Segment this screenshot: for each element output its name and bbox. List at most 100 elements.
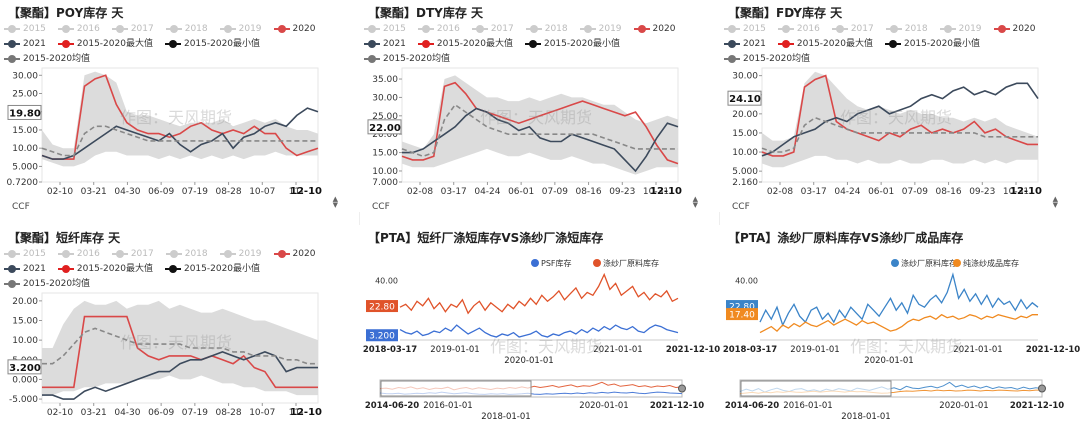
legend-item-1[interactable]: 2016 <box>57 22 100 37</box>
spinner-arrows[interactable]: ▲ ▼ <box>692 195 698 209</box>
series-line <box>41 74 319 160</box>
series-line <box>399 324 679 338</box>
watermark: 作图：天风期货 <box>480 108 593 127</box>
chart-svg: 2.1605.00010.0015.0020.0025.0030.0002-08… <box>727 67 1042 197</box>
legend-label: 2015-2020最大值 <box>76 264 153 274</box>
chart-title: 【PTA】短纤厂涤短库存VS涤纱厂涤短库存 <box>368 231 604 245</box>
legend-item-2[interactable]: 2017 <box>831 22 874 37</box>
x-end-label: 12-10 <box>1010 186 1042 197</box>
plot-area <box>41 67 319 183</box>
legend-item-2[interactable]: 2017 <box>471 22 514 37</box>
legend-marker-icon <box>164 264 181 273</box>
legend-label: 2019 <box>958 24 982 34</box>
legend-item-1[interactable]: 2016 <box>417 22 460 37</box>
x-tick-label: 03-21 <box>81 408 107 418</box>
legend-marker-icon <box>885 24 902 33</box>
legend-item-7[interactable]: 2015-2020最大值 <box>777 37 873 52</box>
spinner-arrows[interactable]: ▲ ▼ <box>1052 195 1058 209</box>
series-line <box>761 116 1038 153</box>
legend-item-9[interactable]: 2015-2020均值 <box>4 52 90 67</box>
legend-label: 2020 <box>292 24 316 34</box>
y-tick-label: 10.00 <box>12 336 38 346</box>
x-tick-label: 03-21 <box>81 187 107 197</box>
legend-marker-icon <box>111 249 128 258</box>
legend: 2015 2016 2017 2018 2019 2020 2021 2015-2020最大值… <box>364 22 716 67</box>
x-tick-label: 10-07 <box>249 408 275 418</box>
legend-item-2[interactable]: 2017 <box>111 22 154 37</box>
legend-item-5[interactable]: 2020 <box>993 22 1035 37</box>
legend-item-8[interactable]: 2015-2020最小值 <box>164 37 260 52</box>
legend-label: 涤纱厂原料库存 <box>603 258 659 268</box>
legend-item-0[interactable]: 2015 <box>364 22 406 37</box>
legend-label: 2015-2020均值 <box>743 54 811 64</box>
legend-item-3[interactable]: 2018 <box>165 247 208 262</box>
current-value-box <box>7 359 42 375</box>
legend-item-4[interactable]: 2019 <box>219 22 262 37</box>
legend-item-5[interactable]: 2020 <box>633 22 675 37</box>
legend-label: 2021 <box>383 39 406 49</box>
legend-item-8[interactable]: 2015-2020最小值 <box>884 37 980 52</box>
x-tick-label: 06-09 <box>148 187 174 197</box>
x-tick-label: 2021-12-10 <box>1026 345 1080 355</box>
legend-item-3[interactable]: 2018 <box>165 22 208 37</box>
legend: 2015 2016 2017 2018 2019 2020 2021 2015-2020最大值… <box>4 247 356 292</box>
legend-item-6[interactable]: 2021 <box>4 262 46 277</box>
legend-item-8[interactable]: 2015-2020最小值 <box>164 262 260 277</box>
legend-marker-icon <box>417 24 434 33</box>
legend-item-8[interactable]: 2015-2020最小值 <box>524 37 620 52</box>
current-value-box <box>367 119 402 135</box>
legend-item-7[interactable]: 2015-2020最大值 <box>417 37 513 52</box>
legend-label: 2015 <box>23 24 46 34</box>
legend-item-4[interactable]: 2019 <box>219 247 262 262</box>
legend-item-0[interactable]: 2015 <box>4 247 46 262</box>
navigator-window <box>380 380 532 397</box>
legend-item-1[interactable]: 2016 <box>57 247 100 262</box>
legend-item-1[interactable]: 2016 <box>777 22 820 37</box>
legend-marker-icon <box>4 249 20 258</box>
legend-item-9[interactable]: 2015-2020均值 <box>4 277 90 292</box>
navigator-tick-label: 2020-01-01 <box>939 401 988 411</box>
watermark: 作图：天风期货 <box>120 333 233 352</box>
legend-item-9[interactable]: 2015-2020均值 <box>364 52 450 67</box>
x-tick-label: 2021-01-01 <box>953 345 1002 355</box>
current-value-label: 19.80 <box>9 108 41 119</box>
legend-item-3[interactable]: 2018 <box>525 22 568 37</box>
chart-panel-yarn-raw-vs-finished: 【PTA】涤纱厂原料库存VS涤纱厂成品库存 涤纱厂原料库存 纯涤纱成品库存 40.0… <box>720 225 1080 425</box>
legend-item-0[interactable]: 2015 <box>724 22 766 37</box>
x-tick-label: 08-16 <box>935 187 961 197</box>
legend-marker-icon <box>364 54 380 63</box>
series-line <box>41 125 318 157</box>
legend-marker-icon <box>777 24 794 33</box>
y-tick-label: 0.7200 <box>7 178 39 188</box>
y-tick-label: 5.000 <box>732 167 758 177</box>
x-end-label: 12-10 <box>290 186 322 197</box>
legend-item-9[interactable]: 2015-2020均值 <box>724 52 810 67</box>
x-tick-label: 10-07 <box>249 187 275 197</box>
legend-item-2[interactable]: 2017 <box>111 247 154 262</box>
legend-label: 2015-2020均值 <box>23 54 91 64</box>
chart-panel-psf: 【聚酯】短纤库存 天 2015 2016 2017 2018 2019 20202021 2… <box>0 225 360 425</box>
legend-item-4[interactable]: 2019 <box>579 22 622 37</box>
x-tick-label: 11- <box>289 408 304 418</box>
x-tick-label: 02-08 <box>767 187 793 197</box>
legend-marker-icon <box>891 259 899 267</box>
legend-item-6[interactable]: 2021 <box>4 37 46 52</box>
series-line <box>399 272 679 315</box>
legend-item-5[interactable]: 2020 <box>273 247 315 262</box>
legend-item-7[interactable]: 2015-2020最大值 <box>57 37 153 52</box>
legend-label: 2015-2020均值 <box>23 279 91 289</box>
legend-item-0[interactable]: 2015 <box>4 22 46 37</box>
legend-item-7[interactable]: 2015-2020最大值 <box>57 262 153 277</box>
legend-item-5[interactable]: 2020 <box>273 22 316 37</box>
watermark: 作图：天风期货 <box>840 108 953 127</box>
chart-title: 【聚酯】POY库存 天 <box>8 6 124 20</box>
legend-marker-icon <box>111 24 128 33</box>
legend-item-6[interactable]: 2021 <box>724 37 766 52</box>
navigator-tick-label: 2014-06-20 <box>365 401 419 411</box>
legend-item-4[interactable]: 2019 <box>939 22 982 37</box>
legend-item-3[interactable]: 2018 <box>885 22 928 37</box>
legend-item-6[interactable]: 2021 <box>364 37 406 52</box>
y-tick-label: 20.00 <box>12 297 38 307</box>
spinner-arrows[interactable]: ▲ ▼ <box>332 195 338 209</box>
y-tick-label: 15.00 <box>12 317 38 327</box>
